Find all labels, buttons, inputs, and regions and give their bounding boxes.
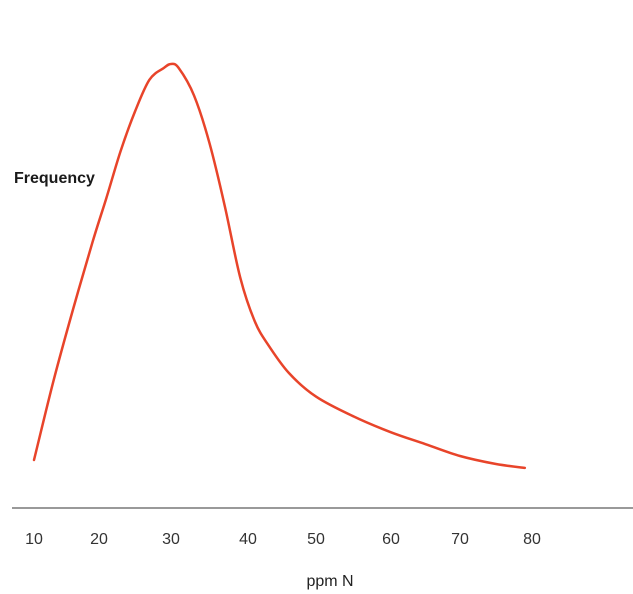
x-tick-label: 50 xyxy=(307,531,325,548)
x-tick-label: 10 xyxy=(25,531,43,548)
x-tick-labels: 10 20 30 40 50 60 70 80 xyxy=(25,531,541,548)
series-line xyxy=(34,64,525,468)
y-axis-label: Frequency xyxy=(14,170,95,187)
x-tick-label: 80 xyxy=(523,531,541,548)
x-tick-label: 20 xyxy=(90,531,108,548)
x-tick-label: 40 xyxy=(239,531,257,548)
x-tick-label: 70 xyxy=(451,531,469,548)
x-tick-label: 30 xyxy=(162,531,180,548)
x-axis-label: ppm N xyxy=(306,573,353,590)
x-tick-label: 60 xyxy=(382,531,400,548)
